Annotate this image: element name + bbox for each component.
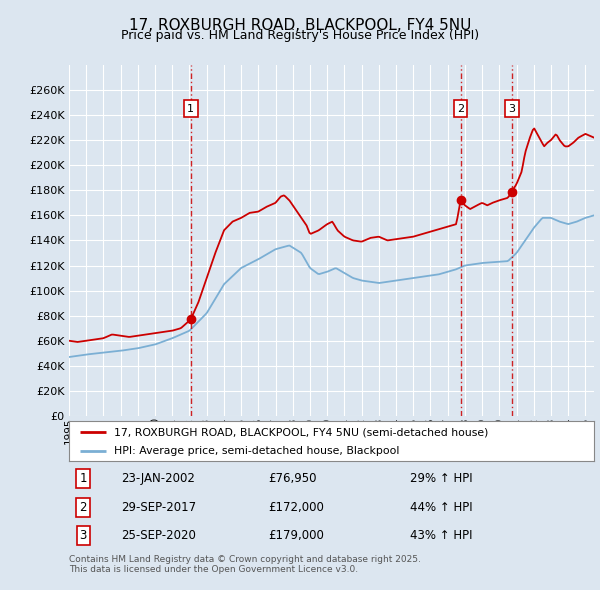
Text: 17, ROXBURGH ROAD, BLACKPOOL, FY4 5NU (semi-detached house): 17, ROXBURGH ROAD, BLACKPOOL, FY4 5NU (s… [113,427,488,437]
Text: Price paid vs. HM Land Registry's House Price Index (HPI): Price paid vs. HM Land Registry's House … [121,30,479,42]
Text: 2: 2 [79,500,87,514]
Text: £76,950: £76,950 [269,473,317,486]
Text: 17, ROXBURGH ROAD, BLACKPOOL, FY4 5NU: 17, ROXBURGH ROAD, BLACKPOOL, FY4 5NU [129,18,471,32]
Text: 3: 3 [508,104,515,114]
Text: 1: 1 [187,104,194,114]
Text: 44% ↑ HPI: 44% ↑ HPI [410,500,473,514]
Text: 23-JAN-2002: 23-JAN-2002 [121,473,196,486]
Text: £179,000: £179,000 [269,529,325,542]
Text: 29% ↑ HPI: 29% ↑ HPI [410,473,473,486]
Text: Contains HM Land Registry data © Crown copyright and database right 2025.
This d: Contains HM Land Registry data © Crown c… [69,555,421,574]
Text: 3: 3 [79,529,87,542]
Text: HPI: Average price, semi-detached house, Blackpool: HPI: Average price, semi-detached house,… [113,445,399,455]
Text: 43% ↑ HPI: 43% ↑ HPI [410,529,473,542]
Text: 29-SEP-2017: 29-SEP-2017 [121,500,197,514]
Text: 25-SEP-2020: 25-SEP-2020 [121,529,196,542]
Text: 1: 1 [79,473,87,486]
Text: £172,000: £172,000 [269,500,325,514]
Text: 2: 2 [457,104,464,114]
